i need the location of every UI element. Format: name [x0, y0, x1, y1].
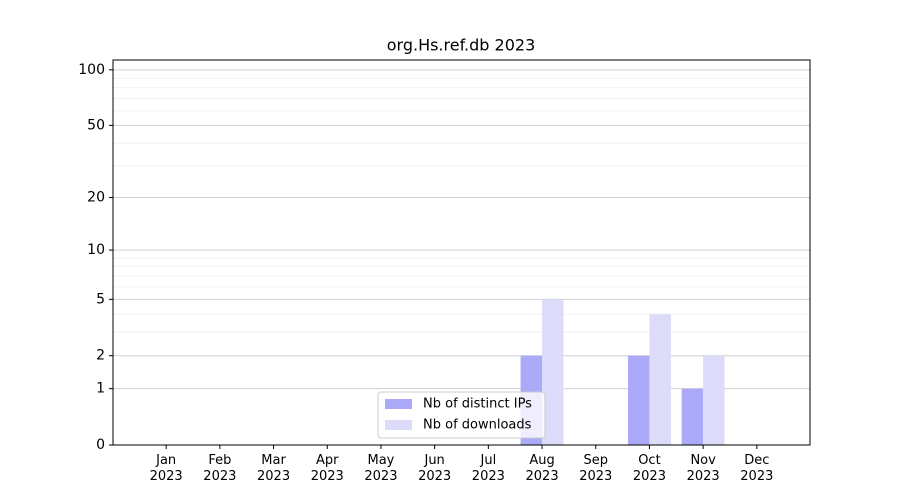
bar [627, 355, 650, 445]
x-tick-label: Sep 2023 [579, 453, 613, 484]
x-tick-label: May 2023 [364, 453, 398, 484]
plot-frame [112, 59, 811, 446]
y-tick-label: 5 [96, 291, 105, 307]
y-tick-label: 2 [96, 348, 105, 364]
legend-swatch [385, 420, 412, 430]
legend-swatch [385, 399, 412, 409]
x-tick-label: Nov 2023 [686, 453, 720, 484]
legend-label: Nb of downloads [423, 418, 532, 433]
y-tick-label: 20 [87, 190, 105, 206]
bar [703, 355, 725, 445]
bar [542, 299, 564, 445]
x-tick-label: Oct 2023 [632, 453, 666, 484]
x-tick-label: Mar 2023 [257, 453, 291, 484]
legend-label: Nb of distinct IPs [423, 397, 532, 412]
chart-title: org.Hs.ref.db 2023 [387, 36, 536, 55]
x-tick-label: Feb 2023 [203, 453, 237, 484]
y-tick-label: 100 [78, 62, 105, 78]
x-tick-label: Jan 2023 [149, 453, 183, 484]
x-tick-label: Jun 2023 [418, 453, 452, 484]
bar [681, 388, 704, 445]
x-tick-label: Apr 2023 [310, 453, 344, 484]
bar [649, 314, 671, 445]
x-tick-label: Dec 2023 [740, 453, 774, 484]
y-tick-label: 0 [96, 437, 105, 453]
y-tick-label: 1 [96, 381, 105, 397]
y-tick-label: 10 [87, 242, 105, 258]
y-tick-label: 50 [87, 117, 105, 133]
x-tick-label: Jul 2023 [471, 453, 505, 484]
x-tick-label: Aug 2023 [525, 453, 559, 484]
legend [377, 391, 546, 439]
